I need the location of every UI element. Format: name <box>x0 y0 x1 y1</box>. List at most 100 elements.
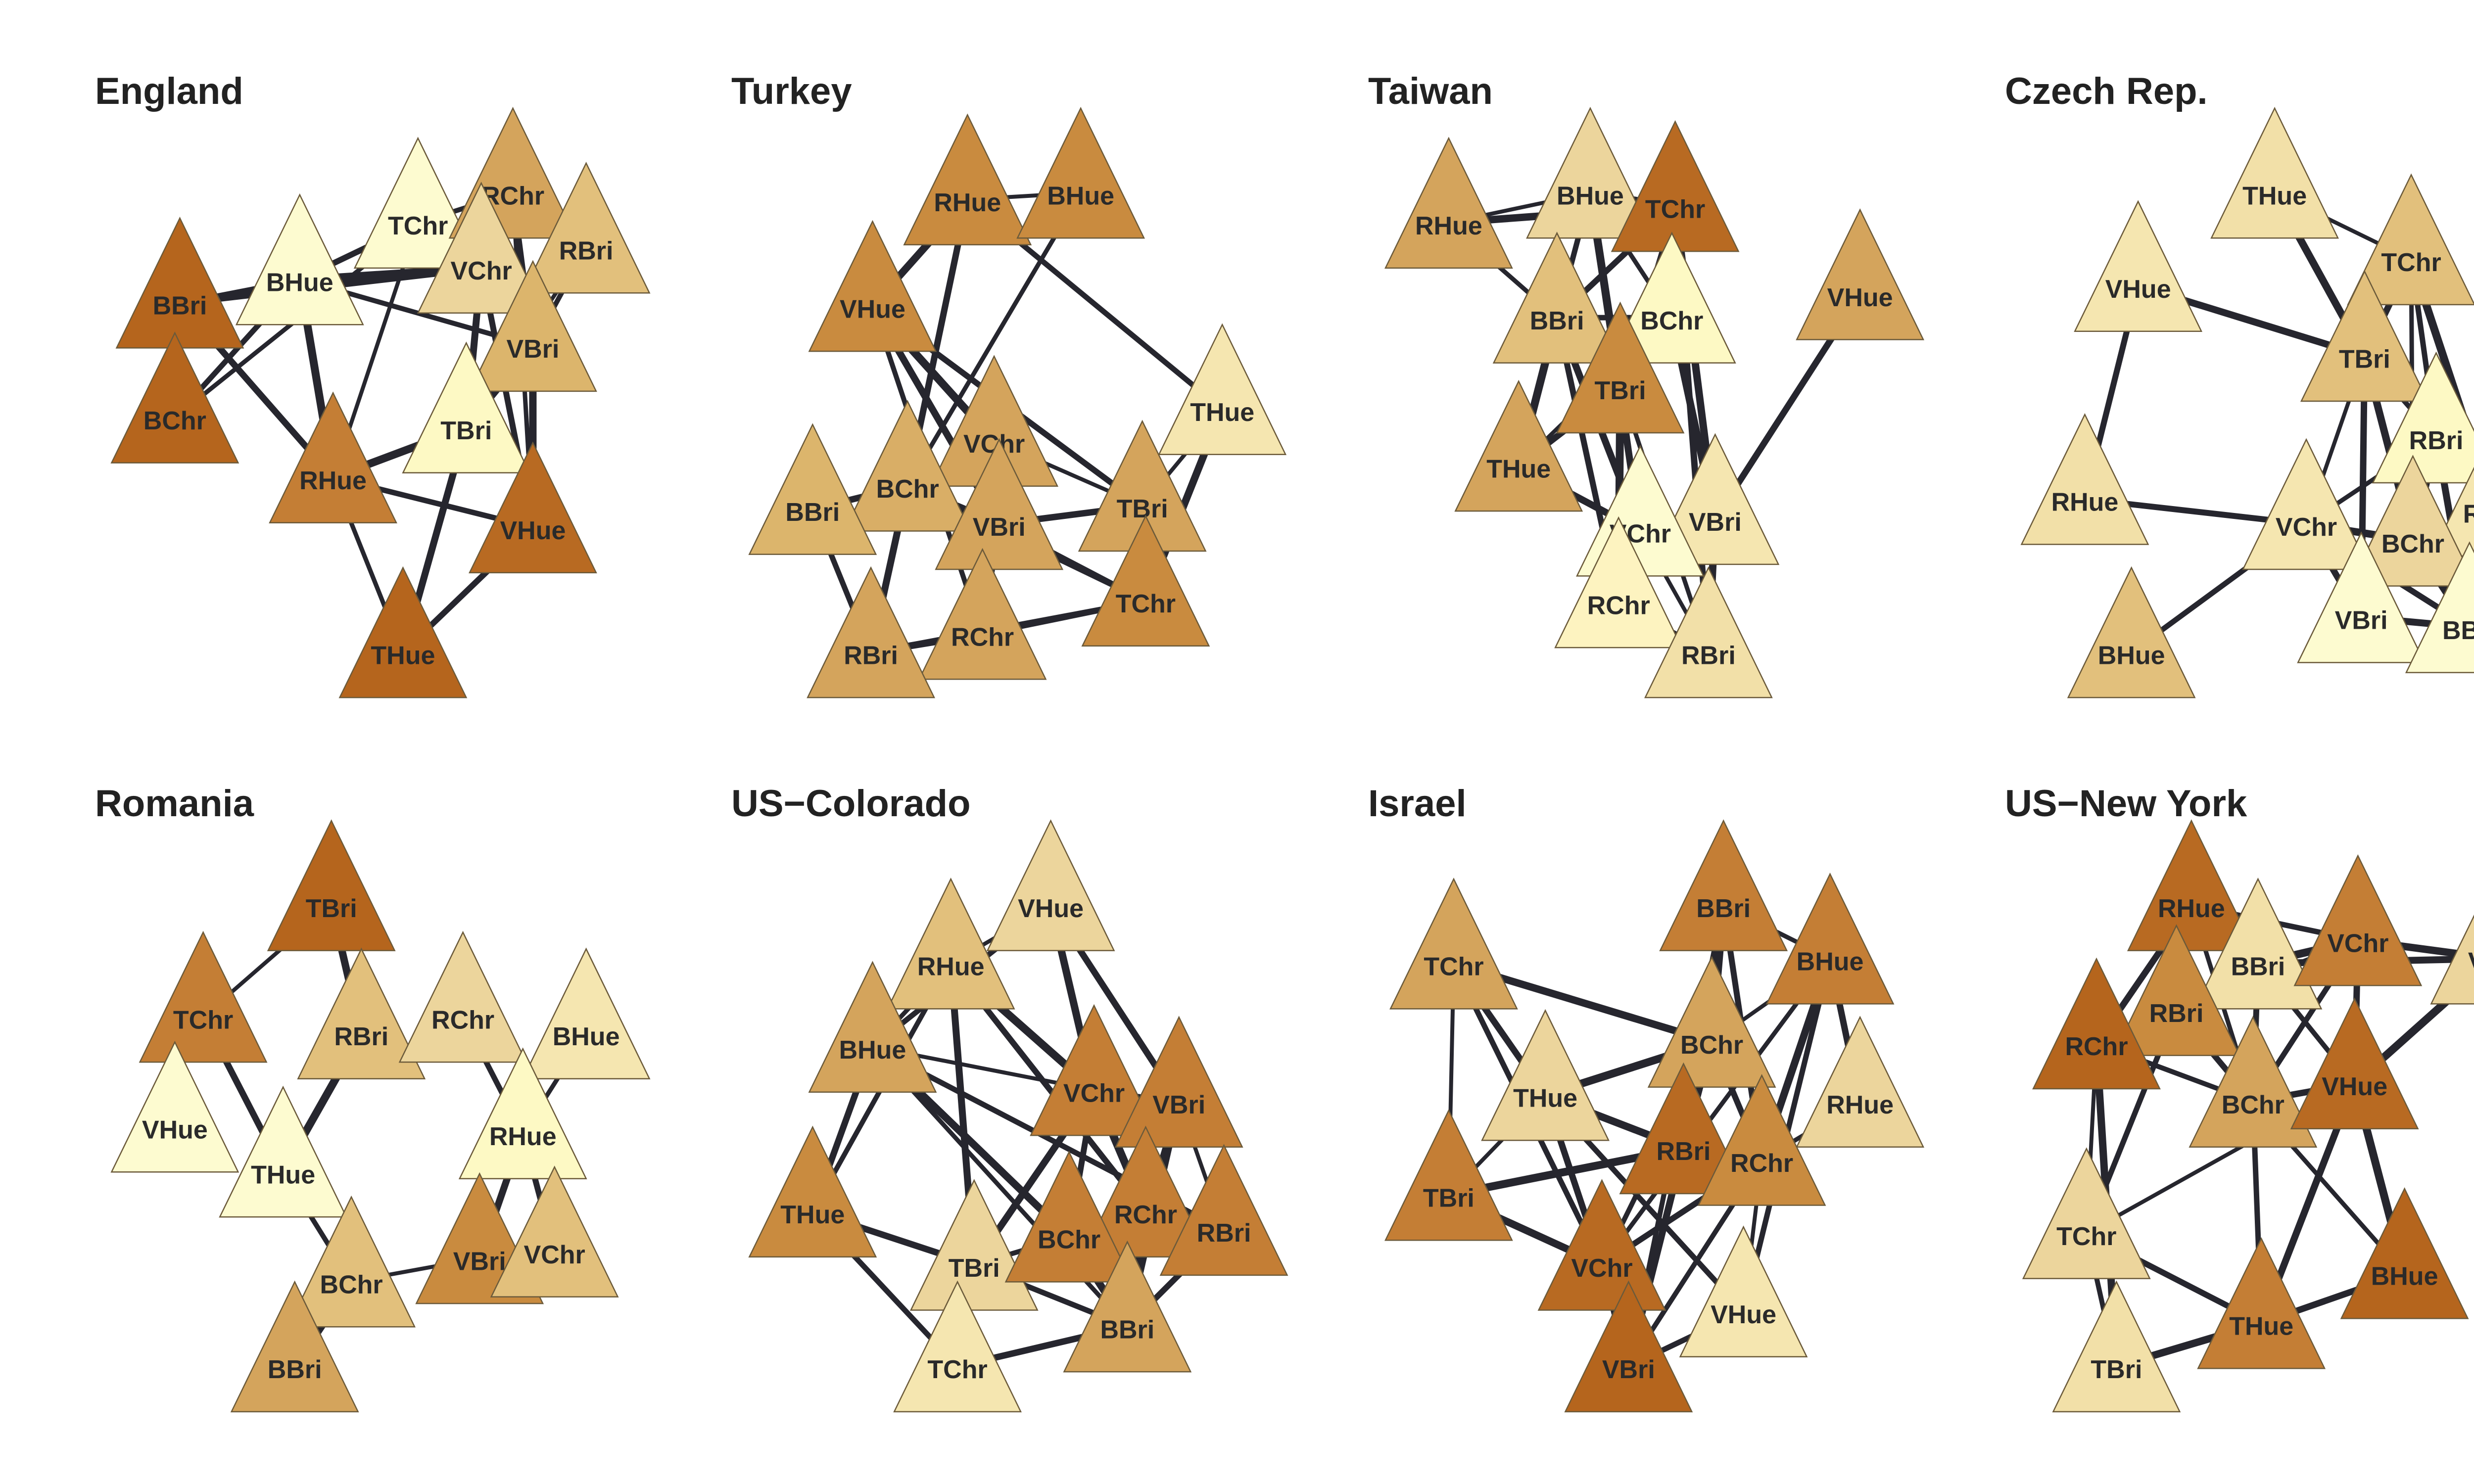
node-label: TChr <box>2381 248 2441 277</box>
node-triangle <box>2022 1147 2151 1279</box>
node-triangle <box>1611 120 1740 252</box>
node-bchr: BChr <box>843 400 972 532</box>
node-vhue: VHue <box>110 1040 239 1173</box>
node-vchr: VChr <box>2242 438 2371 570</box>
node-bbri: BBri <box>2193 878 2323 1010</box>
node-triangle <box>918 548 1047 680</box>
node-rhue: RHue <box>458 1047 587 1179</box>
node-label: BHue <box>1047 182 1114 210</box>
node-tchr: TChr <box>139 930 268 1063</box>
node-triangle <box>2020 413 2149 545</box>
node-vbri: VBri <box>1651 433 1780 565</box>
node-bchr: BChr <box>2348 455 2474 587</box>
network-edge <box>905 190 1083 488</box>
node-label: RBri <box>1681 641 1736 670</box>
node-triangle <box>1651 433 1780 565</box>
node-triangle <box>235 193 364 325</box>
node-label: VChr <box>2276 513 2337 542</box>
node-triangle <box>1159 1144 1288 1276</box>
panel-czech-rep: Czech Rep. THue TChr VHue TBri RBri RHue RChr V… <box>2005 70 2474 698</box>
node-label: TBri <box>2091 1355 2142 1384</box>
node-triangle <box>2197 1237 2326 1369</box>
node-triangle <box>1554 516 1683 649</box>
node-label: BBri <box>268 1355 322 1384</box>
node-triangle <box>909 1179 1039 1311</box>
node-triangle <box>2293 854 2423 986</box>
node-tchr: TChr <box>1389 878 1518 1010</box>
node-label: RHue <box>299 466 367 495</box>
node-triangle <box>2347 173 2474 306</box>
node-label: RBri <box>1197 1219 1251 1248</box>
node-triangle <box>469 441 597 573</box>
node-vbri: VBri <box>1114 1016 1243 1148</box>
panel-title: Romania <box>95 783 254 825</box>
node-triangle <box>886 878 1015 1010</box>
node-label: RHue <box>1415 212 1482 240</box>
node-triangle <box>935 438 1064 570</box>
node-rhue: RHue <box>886 878 1015 1010</box>
node-triangle <box>398 930 527 1063</box>
node-triangle <box>2430 914 2474 1005</box>
node-bbri: BBri <box>1659 819 1788 951</box>
node-triangle <box>808 961 937 1093</box>
node-bhue: BHue <box>808 961 937 1093</box>
node-label: TBri <box>1595 376 1646 405</box>
node-label: THue <box>371 641 435 670</box>
node-rchr: RChr <box>398 930 527 1063</box>
panel-title: US−Colorado <box>731 783 971 825</box>
node-thue: THue <box>1454 379 1583 512</box>
node-vchr: VChr <box>2293 854 2423 986</box>
node-rbri: RBri <box>522 161 651 294</box>
node-label: RHue <box>2158 894 2225 923</box>
node-label: THue <box>1486 455 1551 483</box>
node-label: RBri <box>559 237 614 266</box>
node-bhue: BHue <box>2340 1187 2469 1319</box>
node-bchr: BChr <box>287 1195 416 1328</box>
node-label: VHue <box>1711 1300 1776 1329</box>
node-label: VHue <box>1018 894 1084 923</box>
node-bbri: BBri <box>230 1280 359 1413</box>
node-bbri: BBri <box>115 217 244 349</box>
node-label: THue <box>2242 182 2307 210</box>
node-thue: THue <box>1158 323 1287 455</box>
node-bhue: BHue <box>1765 872 1895 1005</box>
node-label: RChr <box>1587 591 1650 620</box>
node-rbri: RBri <box>2372 351 2474 484</box>
node-vbri: VBri <box>469 260 597 392</box>
node-tchr: TChr <box>1611 120 1740 252</box>
node-vhue: VHue <box>986 819 1115 951</box>
node-tbri: TBri <box>267 819 396 951</box>
node-rbri: RBri <box>1619 1062 1748 1195</box>
node-label: VChr <box>1571 1254 1632 1283</box>
node-triangle <box>1016 106 1145 239</box>
node-label: VBri <box>506 335 559 364</box>
node-rbri: RBri <box>1159 1144 1288 1276</box>
node-triangle <box>2067 566 2196 698</box>
node-triangle <box>267 819 396 951</box>
node-triangle <box>2052 1280 2181 1413</box>
node-triangle <box>2210 106 2339 239</box>
node-label: BChr <box>1680 1031 1743 1060</box>
node-triangle <box>287 1195 416 1328</box>
node-triangle <box>469 260 597 392</box>
node-triangle <box>338 566 468 698</box>
node-label: RBri <box>1657 1137 1711 1166</box>
node-triangle <box>230 1280 359 1413</box>
node-vhue: VHue <box>1796 208 1925 340</box>
node-triangle <box>1537 1179 1666 1311</box>
node-triangle <box>2193 878 2323 1010</box>
node-label: RChr <box>2065 1032 2128 1061</box>
node-triangle <box>1030 1004 1158 1136</box>
node-rhue: RHue <box>269 391 397 523</box>
node-triangle <box>1454 379 1583 512</box>
node-triangle <box>2348 455 2474 587</box>
node-rchr: RChr <box>1554 516 1683 649</box>
node-triangle <box>986 819 1115 951</box>
node-triangle <box>808 220 937 352</box>
node-triangle <box>353 137 482 269</box>
node-bchr: BChr <box>110 331 239 464</box>
node-label: VBri <box>2468 948 2474 976</box>
node-vbri: VBri <box>1564 1280 1693 1413</box>
node-bbri: BBri <box>1063 1240 1192 1373</box>
